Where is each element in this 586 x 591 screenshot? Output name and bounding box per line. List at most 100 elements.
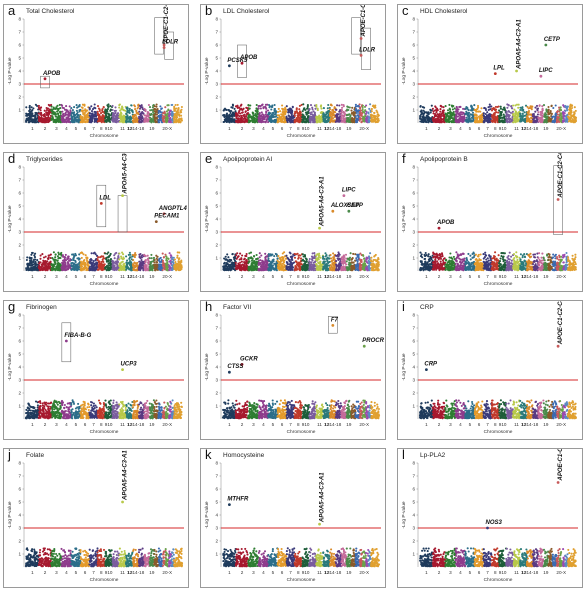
snp-point (320, 119, 323, 122)
snp-point (340, 116, 343, 119)
snp-point (535, 104, 539, 107)
snp-point (231, 103, 234, 106)
snp-point (148, 116, 152, 119)
snp-point (490, 109, 494, 112)
snp-point (485, 119, 488, 122)
snp-point (477, 110, 480, 113)
snp-point (88, 112, 91, 115)
snp-point (568, 108, 571, 111)
snp-point (30, 106, 33, 109)
snp-point (291, 111, 294, 114)
snp-point (475, 110, 478, 113)
snp-point (552, 106, 555, 110)
snp-point (239, 112, 242, 115)
snp-point (47, 114, 50, 117)
snp-point (297, 116, 300, 119)
snp-point (240, 103, 243, 106)
snp-point (82, 267, 85, 270)
significant-snp-point (544, 43, 548, 47)
snp-point (446, 118, 449, 121)
snp-point (73, 117, 76, 120)
snp-point (235, 115, 238, 118)
snp-point (276, 110, 280, 113)
snp-point (572, 113, 575, 116)
snp-point (81, 103, 84, 106)
y-tick-label: 8 (412, 17, 415, 22)
snp-point (30, 109, 33, 113)
snp-point (237, 117, 240, 120)
snp-point (231, 113, 234, 116)
snp-point (322, 116, 325, 120)
snp-point (72, 262, 76, 265)
snp-point (58, 263, 61, 266)
snp-point (46, 118, 49, 121)
snp-point (435, 111, 438, 114)
snp-point (487, 108, 490, 112)
snp-point (440, 112, 444, 115)
snp-point (314, 107, 317, 110)
snp-point (470, 105, 473, 108)
snp-point (355, 117, 358, 120)
snp-point (308, 111, 311, 114)
snp-point (66, 265, 69, 268)
snp-point (71, 111, 74, 114)
snp-point (552, 119, 555, 122)
snp-point (75, 120, 78, 123)
snp-point (45, 106, 48, 110)
snp-point (223, 107, 227, 110)
snp-point (360, 109, 363, 112)
snp-point (76, 106, 79, 109)
snp-point (53, 111, 56, 114)
snp-point (230, 119, 233, 122)
snp-point (54, 115, 57, 118)
snp-point (426, 114, 429, 118)
snp-point (257, 107, 260, 110)
snp-point (442, 120, 445, 123)
snp-point (258, 120, 261, 123)
snp-point (494, 105, 497, 108)
snp-point (281, 118, 284, 121)
snp-point (247, 121, 250, 124)
snp-point (94, 117, 97, 120)
snp-point (493, 120, 496, 123)
snp-point (30, 120, 34, 123)
snp-point (248, 116, 251, 119)
snp-point (73, 106, 76, 109)
snp-point (273, 107, 277, 111)
snp-point (348, 106, 351, 109)
snp-point (71, 253, 74, 256)
snp-point (72, 259, 75, 262)
snp-point (350, 112, 353, 115)
snp-point (81, 109, 84, 112)
snp-point (39, 254, 42, 257)
snp-point (166, 117, 169, 120)
snp-point (548, 119, 551, 122)
snp-point (313, 113, 316, 116)
snp-point (336, 104, 339, 107)
x-tick-label: 8 (494, 126, 497, 131)
snp-point (112, 117, 115, 120)
snp-point (482, 114, 485, 117)
snp-point (227, 116, 230, 119)
x-tick-label: 1 (228, 126, 231, 131)
snp-point (285, 115, 288, 118)
snp-point (528, 118, 531, 121)
snp-point (77, 114, 80, 117)
snp-point (462, 111, 465, 114)
y-axis-label: -Log P-value (7, 205, 13, 233)
snp-point (298, 108, 301, 111)
snp-point (83, 103, 86, 106)
snp-point (89, 257, 93, 261)
snp-point (568, 119, 571, 122)
snp-point (129, 121, 133, 124)
x-tick-label: 7 (92, 126, 95, 131)
snp-point (455, 113, 458, 116)
snp-point (436, 117, 440, 120)
snp-point (309, 115, 312, 118)
snp-point (452, 117, 456, 120)
snp-point (327, 110, 330, 113)
snp-point (33, 258, 36, 261)
snp-point (255, 103, 258, 107)
snp-point (173, 105, 176, 108)
snp-point (97, 116, 100, 119)
